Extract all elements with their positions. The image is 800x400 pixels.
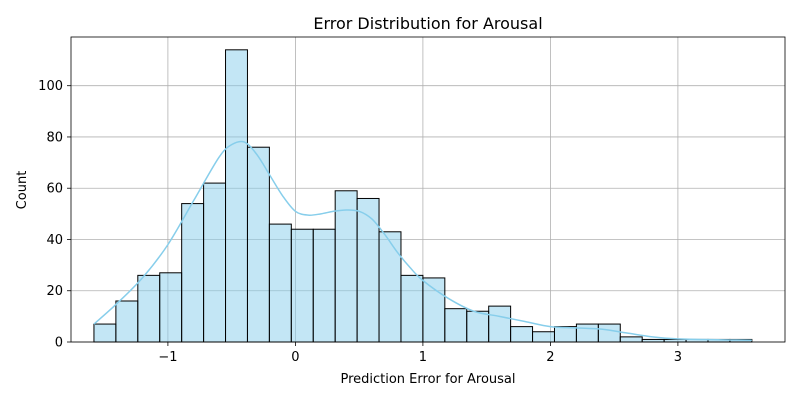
histogram-bar (466, 310, 490, 343)
x-tick-label: 3 (674, 350, 682, 365)
x-axis-title: Prediction Error for Arousal (340, 372, 515, 387)
chart-title: Error Distribution for Arousal (313, 14, 542, 33)
histogram-bar (619, 336, 643, 343)
histogram-bar (246, 146, 270, 343)
histogram-bar (159, 272, 183, 343)
histogram-bar (488, 305, 512, 343)
y-tick-label: 60 (46, 182, 63, 197)
histogram-bar (575, 323, 599, 343)
x-tick-label: 1 (419, 350, 427, 365)
x-axis-ticks: −1 0 1 2 3 (158, 342, 682, 365)
histogram-bar (181, 203, 205, 343)
histogram-bar (597, 323, 621, 343)
histogram-bar (400, 274, 424, 343)
histogram-bar (378, 231, 402, 343)
histogram-bar (93, 323, 117, 343)
y-tick-label: 100 (38, 79, 63, 94)
y-tick-label: 0 (55, 336, 63, 351)
y-axis-title: Count (15, 171, 30, 210)
histogram-bar (422, 277, 446, 343)
histogram-bar (225, 49, 248, 343)
histogram-bar (356, 197, 380, 343)
histogram-bar (290, 228, 314, 343)
histogram-bar (532, 331, 555, 343)
histogram-bar (312, 228, 336, 343)
x-tick-label: 0 (291, 350, 299, 365)
y-tick-label: 40 (46, 233, 63, 248)
histogram-bar (115, 300, 139, 343)
y-axis-ticks: 0 20 40 60 80 100 (38, 79, 71, 351)
y-tick-label: 80 (46, 130, 63, 145)
y-tick-label: 20 (46, 284, 63, 299)
histogram-bar (553, 326, 577, 343)
histogram-bar (203, 182, 227, 343)
histogram-bar (510, 326, 534, 343)
histogram-bar (334, 190, 358, 343)
x-tick-label: −1 (158, 350, 177, 365)
plot-frame (70, 36, 786, 343)
histogram-bar (444, 308, 468, 343)
histogram-bar (137, 274, 161, 343)
x-tick-label: 2 (546, 350, 554, 365)
histogram-bar (268, 223, 292, 343)
kde-curve (93, 140, 752, 341)
